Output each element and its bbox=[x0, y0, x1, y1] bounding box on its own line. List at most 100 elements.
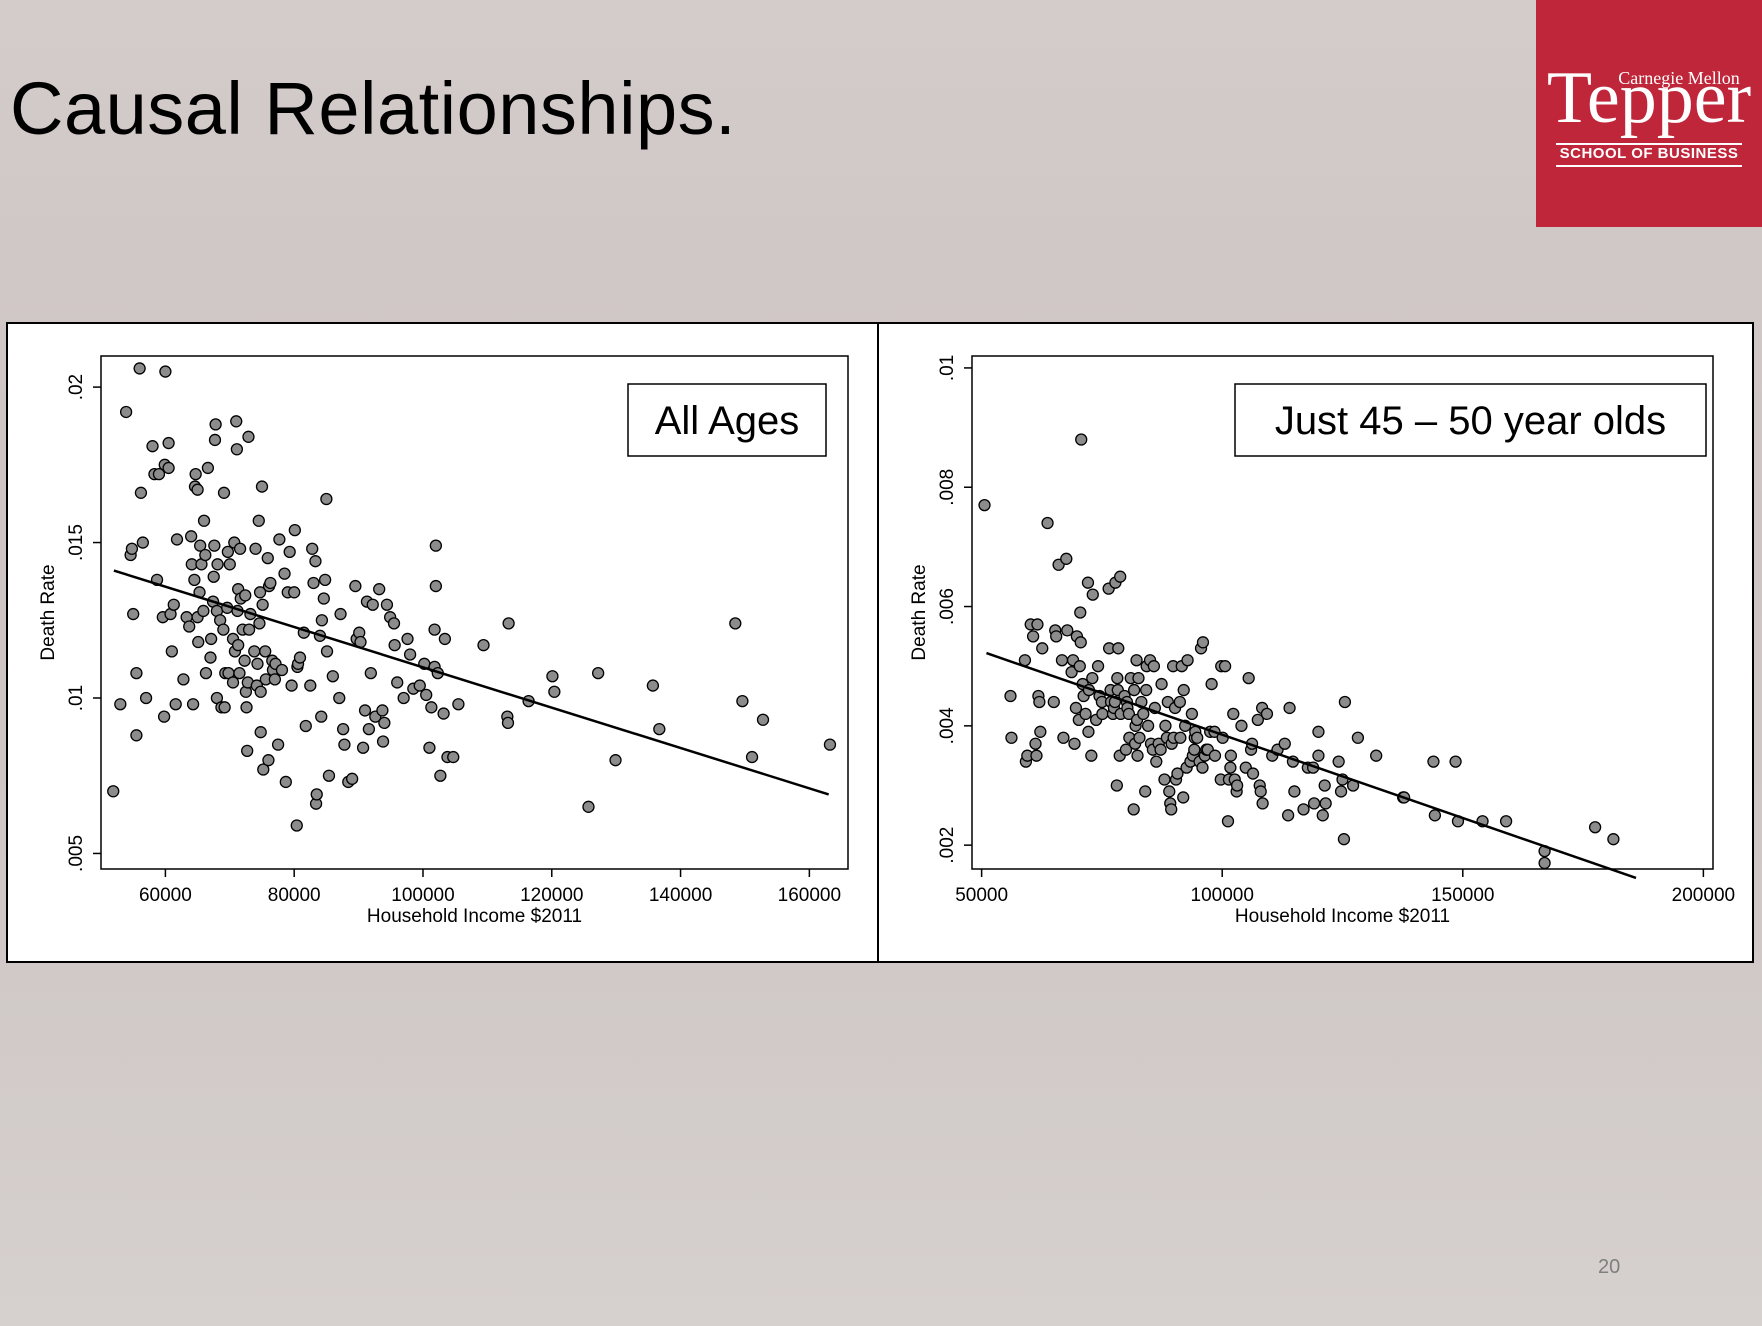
data-point bbox=[1177, 791, 1190, 804]
data-point bbox=[306, 542, 319, 555]
data-point bbox=[1312, 725, 1325, 738]
data-point bbox=[221, 545, 235, 559]
data-point bbox=[1030, 749, 1043, 762]
data-point bbox=[248, 645, 261, 658]
data-point bbox=[1260, 707, 1274, 721]
data-point bbox=[192, 635, 205, 649]
data-point bbox=[397, 691, 410, 705]
y-tick-label: .015 bbox=[66, 524, 87, 561]
data-point bbox=[1086, 588, 1099, 601]
data-point bbox=[1122, 707, 1136, 721]
data-point bbox=[177, 673, 190, 686]
data-point bbox=[279, 775, 292, 789]
data-point bbox=[358, 704, 372, 717]
data-point bbox=[1085, 749, 1098, 762]
data-point bbox=[1208, 749, 1222, 762]
data-point bbox=[254, 726, 267, 739]
data-point bbox=[1050, 630, 1063, 643]
data-point bbox=[1177, 683, 1190, 697]
x-axis-label: Household Income $2011 bbox=[1235, 906, 1450, 927]
data-point bbox=[1499, 815, 1513, 828]
data-point bbox=[136, 536, 150, 549]
data-point bbox=[378, 716, 391, 730]
data-point bbox=[208, 539, 221, 552]
data-point bbox=[209, 418, 222, 431]
x-tick-label: 160000 bbox=[778, 885, 841, 906]
chart-all-ages: 60000 80000 100000 120000 140000 160000 .005 .0… bbox=[38, 355, 849, 927]
data-point bbox=[1319, 797, 1332, 810]
data-point bbox=[232, 638, 245, 652]
data-point bbox=[1318, 779, 1331, 792]
data-point bbox=[1224, 749, 1238, 762]
data-point bbox=[107, 785, 120, 798]
data-point bbox=[261, 551, 274, 565]
data-point bbox=[1218, 660, 1232, 673]
data-point bbox=[1082, 725, 1095, 738]
data-point bbox=[338, 738, 351, 751]
figure-divider bbox=[877, 324, 879, 961]
data-point bbox=[157, 710, 171, 723]
data-point bbox=[239, 589, 252, 602]
data-point bbox=[170, 533, 184, 546]
data-point bbox=[1191, 731, 1204, 744]
page-number: 20 bbox=[1598, 1256, 1621, 1278]
data-point bbox=[253, 617, 266, 630]
data-point bbox=[413, 679, 426, 692]
data-point bbox=[275, 663, 289, 677]
data-point bbox=[1131, 749, 1144, 762]
data-point bbox=[1188, 743, 1201, 756]
data-point bbox=[376, 704, 389, 717]
data-point bbox=[1159, 719, 1172, 732]
data-point bbox=[1235, 719, 1248, 732]
data-point bbox=[211, 558, 224, 571]
data-point bbox=[259, 645, 272, 658]
data-point bbox=[1041, 516, 1054, 530]
data-point bbox=[1079, 707, 1092, 721]
data-point bbox=[183, 620, 196, 633]
data-point bbox=[336, 722, 350, 736]
chart-title-box bbox=[1234, 383, 1707, 457]
data-point bbox=[241, 744, 254, 758]
data-point bbox=[1068, 737, 1081, 750]
data-point bbox=[1428, 809, 1442, 822]
data-point bbox=[502, 617, 515, 630]
data-point bbox=[283, 545, 296, 559]
data-point bbox=[134, 486, 148, 499]
x-tick-label: 140000 bbox=[649, 885, 712, 906]
data-point bbox=[320, 645, 334, 658]
data-point bbox=[345, 772, 359, 785]
data-point bbox=[401, 632, 414, 646]
data-point bbox=[271, 738, 285, 751]
data-point bbox=[1334, 785, 1348, 798]
data-point bbox=[1005, 731, 1018, 744]
data-point bbox=[1242, 671, 1255, 685]
data-point bbox=[1205, 677, 1218, 691]
data-point bbox=[185, 530, 198, 543]
data-point bbox=[1338, 695, 1352, 709]
data-point bbox=[1196, 636, 1210, 649]
data-point bbox=[162, 461, 175, 475]
data-point bbox=[1227, 707, 1240, 721]
data-point bbox=[1065, 666, 1078, 679]
data-point bbox=[152, 467, 166, 481]
data-point bbox=[125, 542, 139, 555]
fit-line bbox=[113, 569, 830, 796]
data-point bbox=[257, 763, 270, 776]
data-point bbox=[317, 592, 330, 605]
data-point bbox=[1074, 606, 1087, 619]
data-point bbox=[278, 567, 291, 580]
data-point bbox=[1171, 767, 1184, 780]
y-tick-label: .02 bbox=[66, 374, 87, 400]
data-point bbox=[233, 542, 247, 555]
data-point bbox=[1538, 856, 1551, 870]
data-point bbox=[1163, 785, 1176, 798]
x-axis-label: Household Income $2011 bbox=[367, 906, 582, 927]
data-point bbox=[162, 436, 175, 450]
data-point bbox=[130, 729, 143, 742]
data-point bbox=[501, 716, 515, 730]
data-point bbox=[233, 666, 246, 680]
data-point bbox=[978, 498, 991, 512]
data-point bbox=[1316, 809, 1329, 822]
data-point bbox=[165, 645, 178, 658]
data-point bbox=[293, 651, 307, 664]
